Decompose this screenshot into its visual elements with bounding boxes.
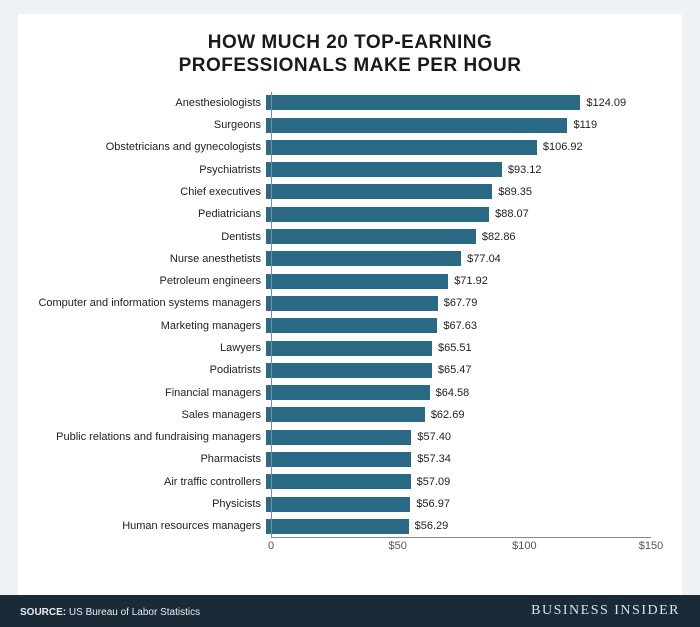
category-label: Surgeons (38, 119, 266, 131)
category-label: Physicists (38, 498, 266, 510)
category-label: Lawyers (38, 342, 266, 354)
x-tick: $100 (512, 540, 536, 552)
category-label: Nurse anesthetists (38, 253, 266, 265)
category-label: Psychiatrists (38, 164, 266, 176)
category-label: Obstetricians and gynecologists (38, 141, 266, 153)
category-label: Podiatrists (38, 364, 266, 376)
x-axis: 0$50$100$150 (271, 540, 651, 560)
footer-bar: SOURCE: US Bureau of Labor Statistics BU… (0, 595, 700, 627)
x-tick: $50 (388, 540, 406, 552)
source-label: SOURCE: (20, 607, 66, 618)
chart-card: HOW MUCH 20 TOP-EARNING PROFESSIONALS MA… (18, 14, 682, 614)
source-text: US Bureau of Labor Statistics (66, 607, 200, 618)
category-label: Marketing managers (38, 320, 266, 332)
category-label: Sales managers (38, 409, 266, 421)
category-label: Pediatricians (38, 208, 266, 220)
category-label: Dentists (38, 231, 266, 243)
category-label: Anesthesiologists (38, 97, 266, 109)
source: SOURCE: US Bureau of Labor Statistics (20, 602, 200, 620)
plot-frame (271, 92, 651, 538)
title-line-2: PROFESSIONALS MAKE PER HOUR (38, 55, 662, 78)
category-label: Petroleum engineers (38, 275, 266, 287)
category-label: Air traffic controllers (38, 476, 266, 488)
category-label: Pharmacists (38, 453, 266, 465)
category-label: Human resources managers (38, 520, 266, 532)
title-line-1: HOW MUCH 20 TOP-EARNING (38, 32, 662, 55)
category-label: Computer and information systems manager… (38, 297, 266, 309)
x-tick: 0 (268, 540, 274, 552)
category-label: Financial managers (38, 387, 266, 399)
category-label: Chief executives (38, 186, 266, 198)
brand-logo: BUSINESS INSIDER (531, 603, 680, 619)
x-tick: $150 (639, 540, 663, 552)
category-label: Public relations and fundraising manager… (38, 431, 266, 443)
bar-chart: Anesthesiologists$124.09Surgeons$119Obst… (38, 92, 662, 570)
chart-title: HOW MUCH 20 TOP-EARNING PROFESSIONALS MA… (38, 32, 662, 78)
